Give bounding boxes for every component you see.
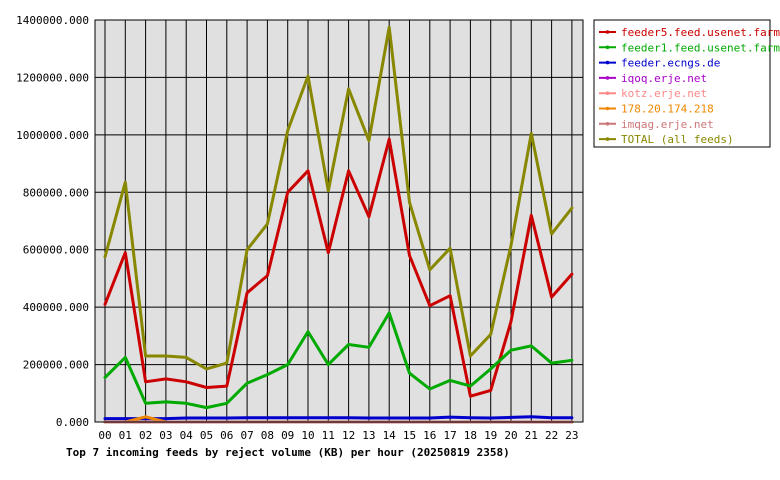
- x-tick-label: 19: [484, 429, 497, 442]
- legend-entry-label: TOTAL (all feeds): [621, 133, 734, 146]
- x-tick-label: 03: [159, 429, 172, 442]
- horizontal-grid: [95, 76, 583, 366]
- y-tick-label: 0.000: [56, 416, 89, 429]
- y-tick-label: 800000.000: [23, 186, 89, 199]
- x-tick-label: 23: [565, 429, 578, 442]
- y-tick-label: 1400000.000: [16, 14, 89, 27]
- plot-background: [95, 20, 583, 422]
- legend-entry-label: iqoq.erje.net: [621, 72, 707, 85]
- x-tick-label: 17: [443, 429, 456, 442]
- x-tick-label: 15: [403, 429, 416, 442]
- y-axis-tick-labels: 0.000 200000.000 400000.000 600000.000 80000…: [16, 14, 89, 429]
- legend-entry-label: kotz.erje.net: [621, 87, 707, 100]
- x-tick-label: 00: [98, 429, 111, 442]
- x-axis-tick-labels: 00 01 02 03 04 05 06 07 08 09 10 11 12 13 14 15 16 17 18 19…: [98, 429, 578, 442]
- x-tick-label: 14: [383, 429, 397, 442]
- x-tick-label: 11: [322, 429, 335, 442]
- x-tick-label: 09: [281, 429, 294, 442]
- y-tick-label: 1200000.000: [16, 71, 89, 84]
- legend-entry-label: feeder.ecngs.de: [621, 57, 720, 70]
- y-tick-label: 1000000.000: [16, 129, 89, 142]
- x-tick-label: 07: [240, 429, 253, 442]
- plot-border: [94, 19, 584, 423]
- x-tick-label: 12: [342, 429, 355, 442]
- legend-entry-label: 178.20.174.218: [621, 103, 714, 116]
- x-tick-label: 05: [200, 429, 213, 442]
- legend-swatch-dot: [605, 122, 610, 126]
- legend-swatch-dot: [605, 137, 610, 141]
- series-line-0: [103, 137, 574, 398]
- legend-swatch-dot: [605, 106, 610, 111]
- x-tick-label: 02: [139, 429, 152, 442]
- x-tick-label: 16: [423, 429, 436, 442]
- legend-items: feeder5.feed.usenet.farm feeder1.feed.use…: [599, 26, 780, 146]
- vertical-grid: [104, 20, 573, 422]
- legend-swatch-dot: [605, 76, 610, 80]
- x-tick-label: 20: [504, 429, 517, 442]
- legend-swatch-dot: [605, 60, 610, 65]
- x-tick-label: 18: [464, 429, 477, 442]
- x-tick-label: 22: [545, 429, 558, 442]
- chart-title: Top 7 incoming feeds by reject volume (K…: [66, 446, 510, 459]
- series-line-2: [103, 415, 574, 421]
- legend-swatch-dot: [605, 91, 610, 95]
- legend-entry-label: feeder1.feed.usenet.farm: [621, 41, 780, 54]
- legend-box: [593, 19, 771, 148]
- x-tick-label: 08: [261, 429, 274, 442]
- x-tick-label: 21: [525, 429, 538, 442]
- x-tick-label: 01: [119, 429, 132, 442]
- legend-entry-label: imqag.erje.net: [621, 118, 714, 131]
- x-tick-label: 13: [362, 429, 375, 442]
- y-tick-label: 600000.000: [23, 244, 89, 257]
- y-tick-label: 200000.000: [23, 359, 89, 372]
- y-tick-label: 400000.000: [23, 301, 89, 314]
- series-line-1: [103, 311, 574, 410]
- legend: feeder5.feed.usenet.farm feeder1.feed.use…: [593, 19, 780, 148]
- x-tick-label: 06: [220, 429, 233, 442]
- series-line-7: [103, 25, 574, 371]
- x-tick-label: 10: [301, 429, 314, 442]
- x-tick-label: 04: [180, 429, 194, 442]
- legend-entry-label: feeder5.feed.usenet.farm: [621, 26, 780, 39]
- legend-swatch-dot: [605, 45, 610, 50]
- legend-swatch-dot: [605, 30, 610, 34]
